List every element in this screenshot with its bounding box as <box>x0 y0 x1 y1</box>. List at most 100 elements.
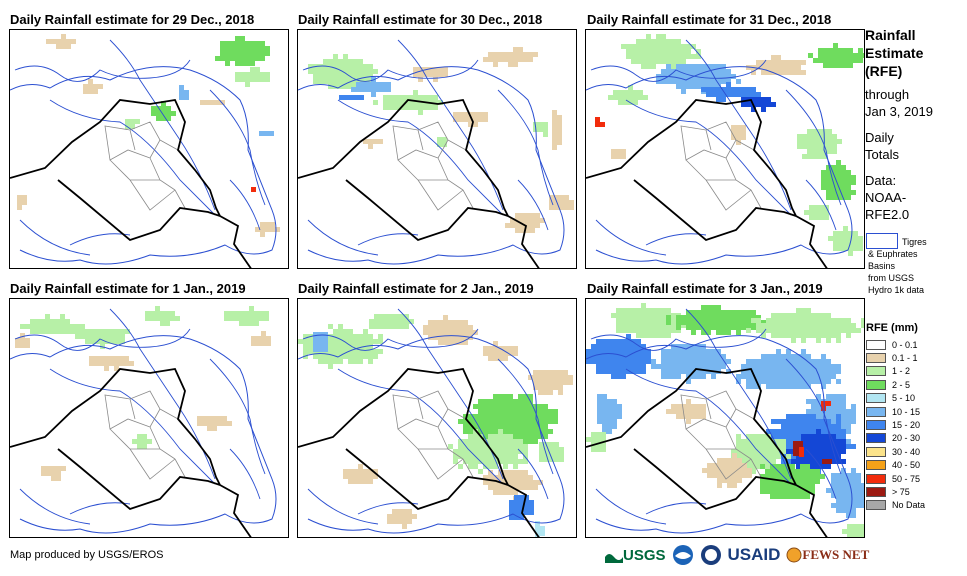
rainfall-cell <box>611 359 616 364</box>
rainfall-cell <box>722 468 727 473</box>
rainfall-cell <box>841 424 846 429</box>
rainfall-cell <box>353 344 358 349</box>
rainfall-cell <box>552 135 557 140</box>
rainfall-cell <box>483 454 488 459</box>
rainfall-cell <box>826 414 831 419</box>
rainfall-cell <box>45 329 50 334</box>
rainfall-cell <box>706 92 711 97</box>
rainfall-cell <box>826 409 831 414</box>
rainfall-cell <box>254 316 259 321</box>
rainfall-cell <box>721 97 726 102</box>
rainfall-cell <box>821 439 826 444</box>
rainfall-cell <box>328 339 333 344</box>
rainfall-cell <box>493 429 498 434</box>
rainfall-cell <box>607 409 612 414</box>
rainfall-cell <box>323 354 328 359</box>
rainfall-cell <box>343 69 348 74</box>
rainfall-cell <box>179 85 184 90</box>
rainfall-cell <box>781 369 786 374</box>
rainfall-cell <box>51 39 56 44</box>
rainfall-cell <box>563 380 568 385</box>
rainfall-cell <box>811 374 816 379</box>
rainfall-cell <box>513 470 518 475</box>
rainfall-cell <box>751 454 756 459</box>
rainfall-cell <box>746 369 751 374</box>
rainfall-cell <box>318 354 323 359</box>
rainfall-cell <box>156 116 161 121</box>
rainfall-cell <box>558 390 563 395</box>
rainfall-cell <box>781 374 786 379</box>
rainfall-cell <box>508 449 513 454</box>
rainfall-cell <box>781 419 786 424</box>
rainfall-cell <box>611 149 616 154</box>
rainfall-cell <box>736 92 741 97</box>
rainfall-cell <box>518 414 523 419</box>
rainfall-cell <box>473 424 478 429</box>
rainfall-cell <box>468 424 473 429</box>
rainfall-cell <box>811 359 816 364</box>
rainfall-cell <box>170 316 175 321</box>
rainfall-cell <box>245 56 250 61</box>
rainfall-cell <box>344 95 349 100</box>
rainfall-cell <box>711 315 716 320</box>
rainfall-cell <box>726 315 731 320</box>
rainfall-cell <box>498 439 503 444</box>
rainfall-cell <box>731 135 736 140</box>
rainfall-cell <box>816 379 821 384</box>
rainfall-cell <box>737 463 742 468</box>
rainfall-cell <box>661 313 666 318</box>
rainfall-cell <box>716 320 721 325</box>
rainfall-cell <box>746 310 751 315</box>
rainfall-cell <box>686 354 691 359</box>
rainfall-cell <box>771 369 776 374</box>
rainfall-cell <box>518 434 523 439</box>
rainfall-cell <box>701 315 706 320</box>
rainfall-cell <box>805 469 810 474</box>
rainfall-cell <box>397 519 402 524</box>
rainfall-cell <box>488 434 493 439</box>
rainfall-cell <box>771 60 776 65</box>
rainfall-cell <box>691 409 696 414</box>
rainfall-cell <box>386 82 391 87</box>
legend-item: 30 - 40 <box>866 445 925 458</box>
rainfall-cell <box>369 319 374 324</box>
rainfall-cell <box>596 369 601 374</box>
rainfall-cell <box>503 394 508 399</box>
rainfall-cell <box>251 187 256 192</box>
rainfall-cell <box>661 69 666 74</box>
rainfall-cell <box>756 315 761 320</box>
rainfall-cell <box>851 488 856 493</box>
rainfall-cell <box>621 374 626 379</box>
map-panel-5 <box>297 298 577 538</box>
rainfall-cell <box>691 364 696 369</box>
rainfall-cell <box>761 107 766 112</box>
rainfall-cell <box>796 354 801 359</box>
rainfall-cell <box>851 478 856 483</box>
rainfall-cell <box>651 328 656 333</box>
rainfall-cell <box>766 364 771 369</box>
rainfall-cell <box>806 369 811 374</box>
rainfall-cell <box>816 364 821 369</box>
rainfall-cell <box>468 419 473 424</box>
rainfall-cell <box>333 329 338 334</box>
rainfall-cell <box>220 46 225 51</box>
rainfall-cell <box>706 359 711 364</box>
rainfall-cell <box>721 64 726 69</box>
rainfall-cell <box>831 493 836 498</box>
rainfall-cell <box>386 87 391 92</box>
rainfall-cell <box>636 328 641 333</box>
rainfall-cell <box>656 318 661 323</box>
rainfall-cell <box>523 52 528 57</box>
rainfall-cell <box>643 95 648 100</box>
rainfall-cell <box>806 364 811 369</box>
rainfall-cell <box>515 228 520 233</box>
rainfall-cell <box>611 339 616 344</box>
rainfall-cell <box>786 454 791 459</box>
rainfall-cell <box>836 404 841 409</box>
rainfall-cell <box>736 374 741 379</box>
rainfall-cell <box>836 160 841 165</box>
rainfall-cell <box>791 419 796 424</box>
rainfall-cell <box>359 95 364 100</box>
rainfall-cell <box>508 490 513 495</box>
rainfall-cell <box>827 459 832 464</box>
